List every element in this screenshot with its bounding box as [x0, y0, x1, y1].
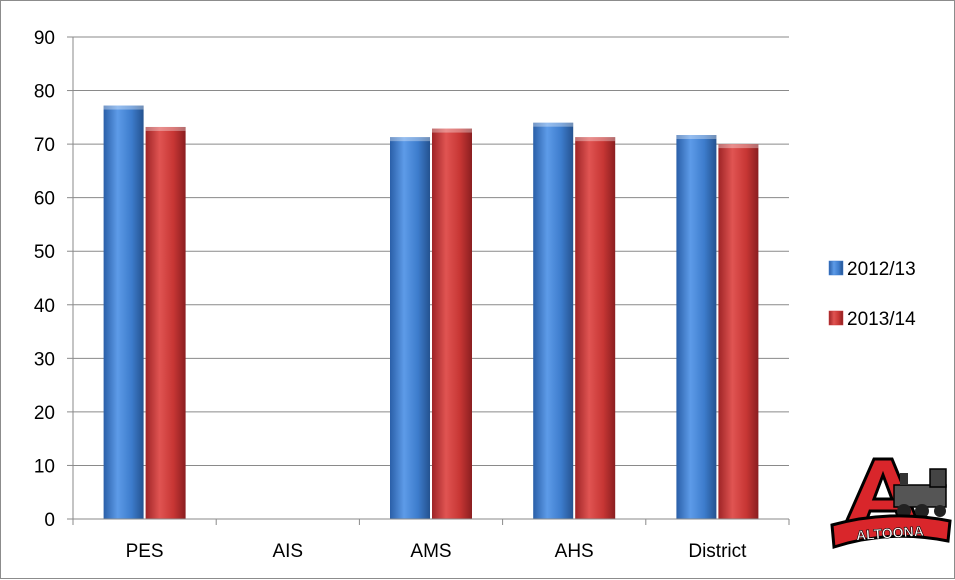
bar-highlight — [145, 126, 186, 131]
bar — [390, 137, 430, 519]
y-tick-label: 90 — [34, 28, 55, 49]
bar-highlight — [718, 144, 759, 149]
locomotive-icon — [893, 468, 947, 518]
x-tick-label: AMS — [410, 541, 451, 562]
bar-body — [676, 135, 717, 520]
y-tick-label: 10 — [34, 456, 55, 477]
legend-label: 2013/14 — [847, 309, 916, 330]
x-tick-label: AIS — [272, 541, 303, 562]
legend-label: 2012/13 — [847, 259, 916, 280]
bar-body — [103, 105, 144, 519]
logo-banner — [830, 514, 952, 550]
bar-body — [390, 137, 430, 519]
bar — [575, 137, 616, 519]
bar-highlight — [575, 137, 616, 142]
y-tick-label: 50 — [34, 242, 55, 263]
legend-swatch — [828, 260, 844, 276]
y-tick-label: 80 — [34, 82, 55, 103]
bar — [676, 135, 717, 520]
bars — [103, 105, 759, 520]
x-tick-label: AHS — [555, 541, 594, 562]
gridlines — [73, 36, 789, 466]
bar-body — [145, 126, 186, 520]
bar-body — [432, 128, 472, 519]
altoona-logo: ALTOONA — [830, 457, 952, 550]
bar — [718, 144, 759, 519]
legend-swatch — [828, 310, 844, 326]
bar — [533, 122, 574, 519]
x-tick-label: PES — [126, 541, 164, 562]
bar — [145, 126, 186, 520]
y-tick-label: 0 — [44, 510, 55, 531]
bar-body — [575, 137, 616, 519]
bar — [432, 128, 472, 519]
bar-highlight — [533, 122, 574, 127]
bar — [103, 105, 144, 519]
tick-labels: 0 10 20 30 40 50 60 70 80 90 PES AIS AMS AHS District — [34, 28, 747, 562]
y-tick-label: 30 — [34, 349, 55, 370]
legend: 2012/13 2013/14 — [828, 259, 916, 330]
y-tick-label: 70 — [34, 135, 55, 156]
bar-highlight — [432, 128, 472, 133]
axes — [67, 36, 790, 525]
bar-highlight — [390, 137, 430, 142]
x-tick-label: District — [688, 541, 747, 562]
bar-body — [533, 122, 574, 519]
bar-body — [718, 144, 759, 519]
bar-highlight — [103, 105, 144, 110]
bar-highlight — [676, 135, 717, 140]
logo-wordmark: ALTOONA — [855, 523, 924, 544]
y-tick-label: 20 — [34, 403, 55, 424]
y-tick-label: 60 — [34, 189, 55, 210]
y-tick-label: 40 — [34, 296, 55, 317]
